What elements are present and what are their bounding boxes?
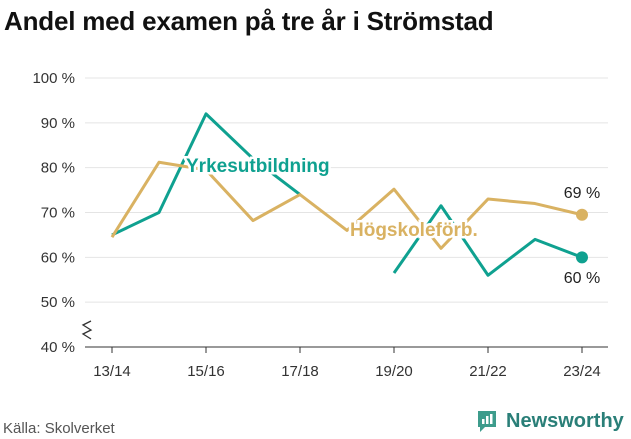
source-note: Källa: Skolverket (3, 420, 115, 437)
end-value-hogskoleforb: 69 % (564, 185, 600, 202)
y-axis-ticks: 40 % 50 % 60 % 70 % 80 % 90 % 100 % (32, 70, 75, 356)
x-axis: 13/14 15/16 17/18 19/20 21/22 23/24 (81, 320, 608, 380)
end-value-yrkesutbildning: 60 % (564, 270, 600, 287)
x-tick-label: 15/16 (187, 363, 225, 380)
x-tick-label: 23/24 (563, 363, 601, 380)
series-lines (110, 112, 588, 277)
y-tick-label: 60 % (41, 249, 75, 266)
x-tick-label: 19/20 (375, 363, 413, 380)
series-label-yrkesutbildning: Yrkesutbildning (186, 156, 330, 177)
y-tick-label: 90 % (41, 115, 75, 132)
series-label-hogskoleforb: Högskoleförb. (350, 220, 478, 241)
x-tick-label: 21/22 (469, 363, 507, 380)
series-end-point (576, 208, 588, 221)
newsworthy-logo-icon (478, 411, 496, 432)
brand-name: Newsworthy (506, 409, 624, 432)
brand-logo-block[interactable]: Newsworthy (476, 409, 624, 433)
y-tick-label: 40 % (41, 339, 75, 356)
axis-break-mark (81, 320, 93, 340)
y-tick-label: 50 % (41, 294, 75, 311)
y-tick-label: 70 % (41, 205, 75, 222)
x-tick-label: 13/14 (93, 363, 131, 380)
series-labels: Yrkesutbildning Högskoleförb. 69 % 60 % (184, 154, 601, 288)
series-line (110, 160, 583, 250)
chart-title: Andel med examen på tre år i Strömstad (4, 6, 494, 36)
y-tick-label: 100 % (32, 70, 75, 87)
series-line (111, 112, 301, 237)
x-tick-label: 17/18 (281, 363, 319, 380)
y-tick-label: 80 % (41, 160, 75, 177)
grid-lines (85, 77, 608, 303)
series-end-point (576, 251, 588, 264)
